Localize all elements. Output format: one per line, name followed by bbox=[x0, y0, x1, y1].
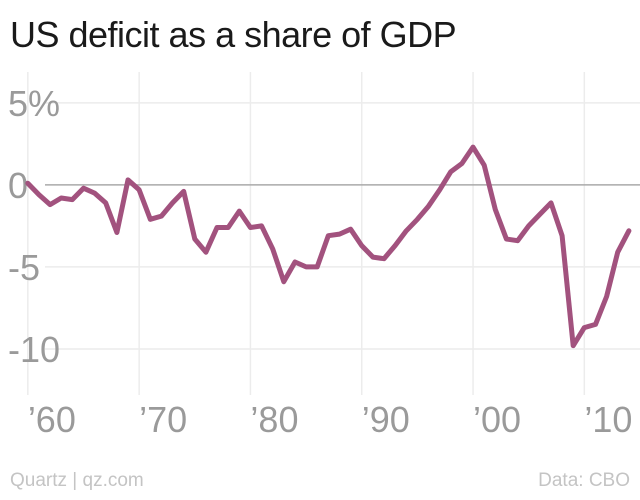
x-tick-label-1: ’70 bbox=[139, 399, 187, 440]
source-credit: Quartz | qz.com bbox=[10, 470, 144, 491]
series-line-0 bbox=[25, 144, 632, 349]
y-tick-label-3: -10 bbox=[8, 329, 60, 370]
y-tick-label-2: -5 bbox=[8, 247, 40, 288]
x-tick-label-3: ’90 bbox=[362, 399, 410, 440]
x-tick-label-5: ’10 bbox=[584, 399, 632, 440]
y-tick-label-0: 5% bbox=[8, 83, 60, 124]
data-source: Data: CBO bbox=[538, 470, 630, 491]
series-layer bbox=[25, 144, 632, 349]
y-tick-label-1: 0 bbox=[8, 165, 28, 206]
grid-lines bbox=[27, 72, 640, 395]
x-tick-label-4: ’00 bbox=[473, 399, 521, 440]
chart-title: US deficit as a share of GDP bbox=[10, 14, 457, 55]
tick-labels: 5% 0 -5 -10 ’60 ’70 ’80 ’90 ’00 ’10 bbox=[8, 83, 632, 440]
x-tick-label-0: ’60 bbox=[28, 399, 76, 440]
x-tick-label-2: ’80 bbox=[250, 399, 298, 440]
